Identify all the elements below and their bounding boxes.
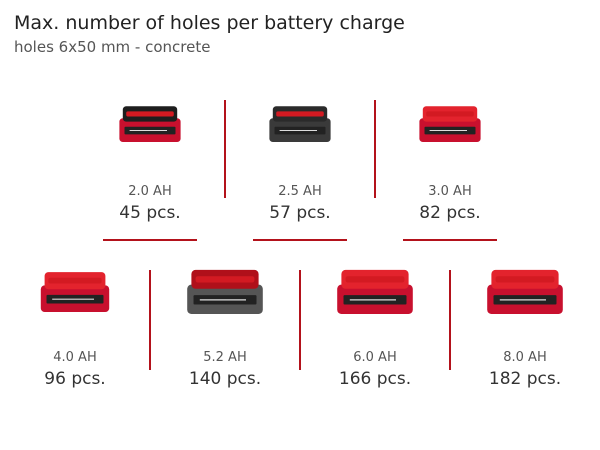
capacity-label: 2.5 AH: [278, 184, 321, 199]
battery-stripe: [48, 277, 102, 284]
count-label: 182 pcs.: [489, 369, 561, 389]
count-label: 57 pcs.: [269, 203, 330, 223]
count-label: 45 pcs.: [119, 203, 180, 223]
capacity-label: 6.0 AH: [353, 350, 396, 365]
capacity-label: 8.0 AH: [503, 350, 546, 365]
subtitle: holes 6x50 mm - concrete: [14, 38, 210, 56]
battery-stripe: [195, 276, 255, 283]
separators: [103, 100, 497, 370]
battery-icon: [419, 106, 481, 142]
battery-icon: [40, 272, 110, 312]
battery-icon: [487, 269, 563, 314]
battery-icon: [269, 106, 331, 142]
battery-stripe: [426, 111, 474, 117]
battery-icon: [187, 269, 263, 314]
count-label: 166 pcs.: [339, 369, 411, 389]
battery-stripe: [276, 111, 324, 117]
title: Max. number of holes per battery charge: [14, 12, 405, 34]
battery-stripe: [126, 111, 174, 117]
count-label: 82 pcs.: [419, 203, 480, 223]
count-label: 96 pcs.: [44, 369, 105, 389]
battery-stripe: [495, 276, 555, 283]
battery-icon: [119, 106, 181, 142]
battery-stripe: [345, 276, 405, 283]
count-label: 140 pcs.: [189, 369, 261, 389]
capacity-label: 3.0 AH: [428, 184, 471, 199]
battery-icon: [337, 269, 413, 314]
capacity-label: 4.0 AH: [53, 350, 96, 365]
capacity-label: 2.0 AH: [128, 184, 171, 199]
capacity-label: 5.2 AH: [203, 350, 246, 365]
